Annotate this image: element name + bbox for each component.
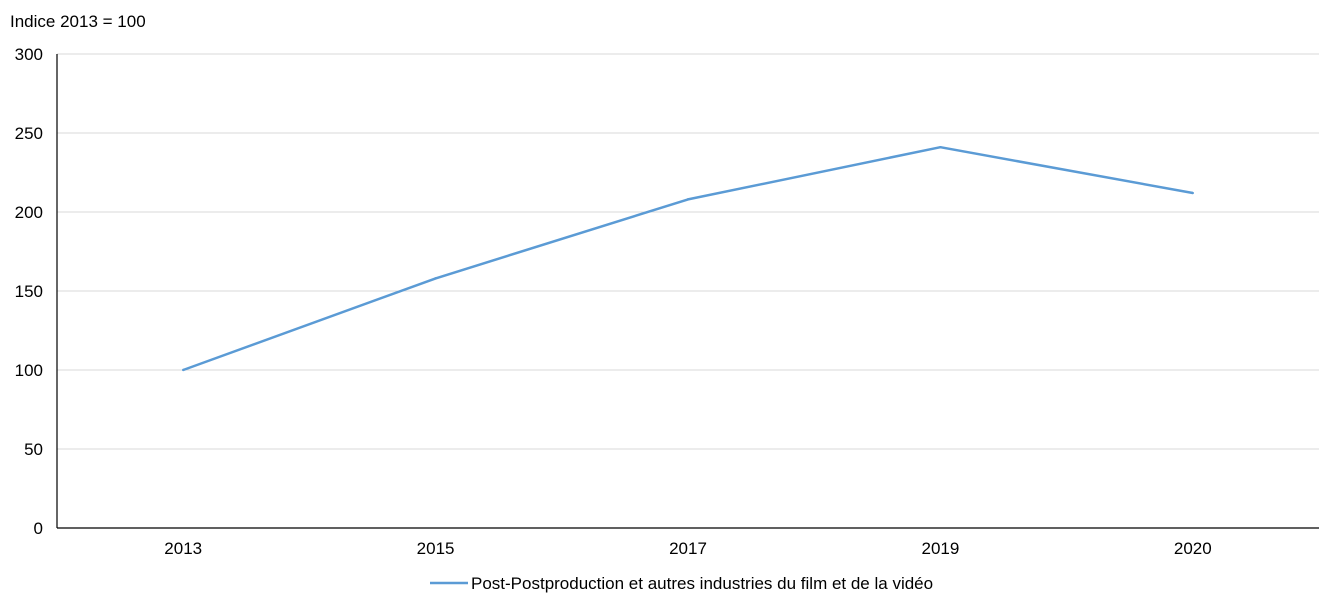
axes — [56, 54, 1319, 529]
y-tick-label: 100 — [15, 361, 43, 380]
data-point — [939, 146, 942, 149]
y-tick-label: 250 — [15, 124, 43, 143]
y-tick-label: 150 — [15, 282, 43, 301]
y-axis-ticks: 0 50 100 150 200 250 300 — [15, 45, 43, 538]
x-tick-label: 2019 — [921, 539, 959, 558]
x-tick-label: 2015 — [417, 539, 455, 558]
x-tick-label: 2013 — [164, 539, 202, 558]
y-tick-label: 50 — [24, 440, 43, 459]
data-point — [182, 368, 185, 372]
x-axis-ticks: 2013 2015 2017 2019 2020 — [164, 539, 1211, 558]
x-tick-label: 2020 — [1174, 539, 1212, 558]
legend-label: Post-Postproduction et autres industries… — [471, 574, 933, 593]
y-tick-label: 300 — [15, 45, 43, 64]
series-lines — [182, 145, 1195, 372]
y-tick-label: 200 — [15, 203, 43, 222]
y-axis-title: Indice 2013 = 100 — [10, 12, 146, 31]
data-point — [686, 198, 690, 201]
series-line-0 — [182, 145, 1194, 372]
data-point — [434, 277, 437, 280]
y-tick-label: 0 — [34, 519, 43, 538]
gridlines — [57, 53, 1319, 450]
x-tick-label: 2017 — [669, 539, 707, 558]
data-point — [1191, 191, 1195, 195]
legend: Post-Postproduction et autres industries… — [430, 574, 933, 593]
